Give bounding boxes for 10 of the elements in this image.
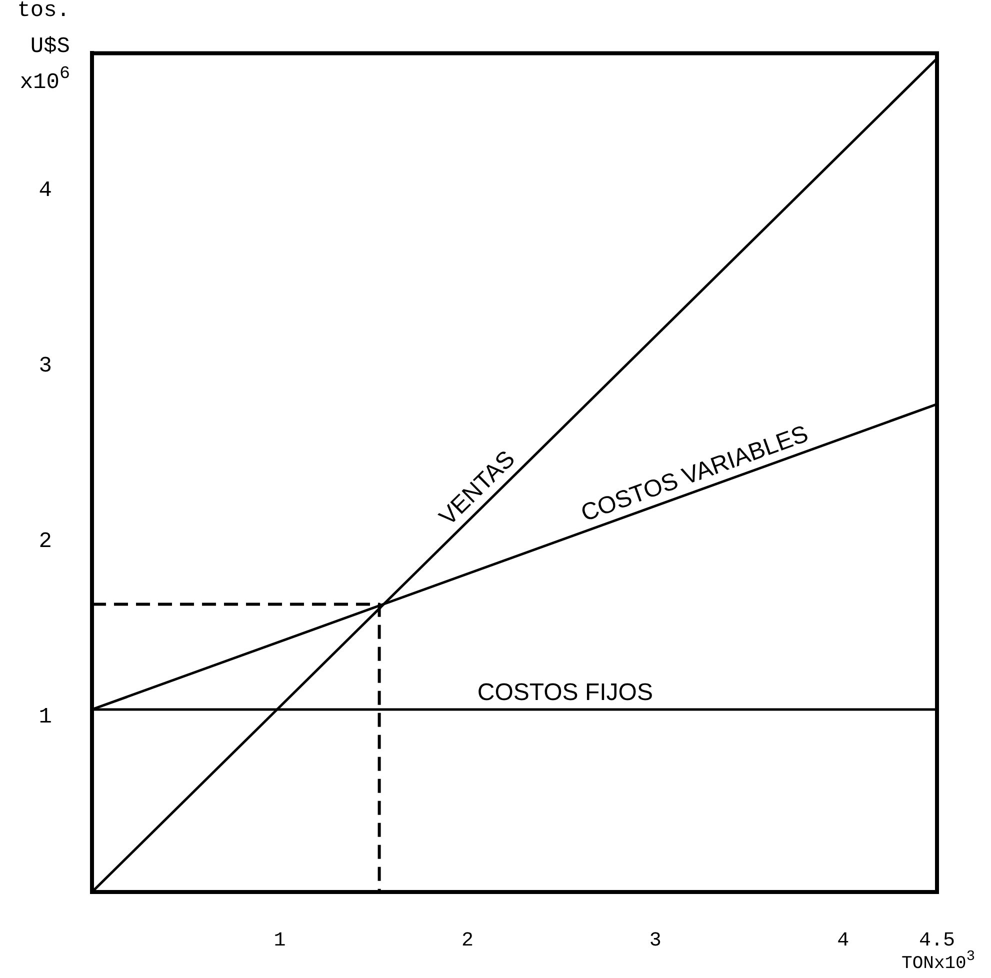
y-tick-label: 4 [38, 178, 52, 203]
y-tick-label: 1 [38, 704, 52, 730]
x-tick-label: 3 [649, 929, 662, 952]
x-tick-label: 1 [274, 929, 286, 952]
x-tick-label: 2 [462, 929, 474, 952]
series-label: COSTOS FIJOS [477, 679, 653, 706]
x-tick-label: 4 [837, 929, 850, 952]
y-tick-label: 3 [38, 353, 52, 378]
y-tick-label: 2 [38, 528, 52, 554]
x-tick-label: 4.5 [918, 929, 956, 952]
